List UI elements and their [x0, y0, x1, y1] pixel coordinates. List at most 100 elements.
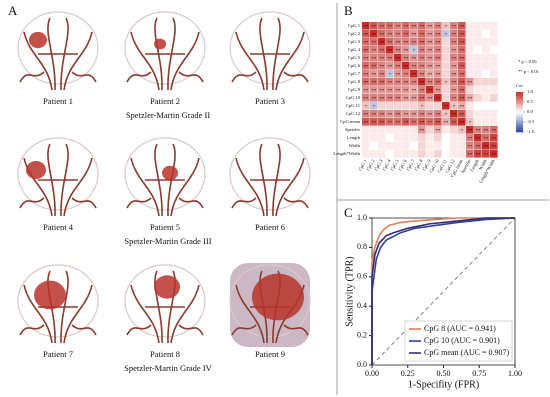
- heatmap-cell: [482, 102, 490, 110]
- heatmap-cell: [410, 86, 418, 94]
- significance-mark: **: [428, 72, 433, 77]
- heatmap-cell: [482, 54, 490, 62]
- heatmap-cell: [466, 46, 474, 54]
- heatmap-cell: [442, 86, 450, 94]
- heatmap-cell: [490, 142, 498, 150]
- significance-mark: **: [428, 120, 433, 125]
- significance-mark: **: [428, 48, 433, 53]
- heatmap-cell: [450, 142, 458, 150]
- heatmap-cell: [402, 54, 410, 62]
- heatmap-cell: [370, 118, 378, 126]
- vessel: [60, 270, 69, 344]
- heatmap-cell: [402, 86, 410, 94]
- significance-mark: **: [404, 96, 409, 101]
- significance-mark: **: [388, 40, 393, 45]
- vessel: [63, 157, 93, 217]
- heatmap-cell: [434, 38, 442, 46]
- significance-mark: **: [372, 40, 377, 45]
- vessel: [235, 157, 265, 217]
- heatmap-cell: [418, 150, 426, 158]
- heatmap-cell: [378, 62, 386, 70]
- vessel: [19, 197, 45, 209]
- significance-mark: **: [420, 40, 425, 45]
- heatmap-cell: [402, 30, 410, 38]
- significance-mark: **: [388, 32, 393, 37]
- significance-mark: **: [420, 128, 425, 133]
- heatmap-cell: [394, 30, 402, 38]
- significance-mark: **: [420, 56, 425, 61]
- row-label: CpG 12: [346, 111, 361, 116]
- heatmap-cell: [490, 86, 498, 94]
- heatmap-cell: [490, 54, 498, 62]
- significance-mark: **: [420, 96, 425, 101]
- significance-mark: **: [404, 48, 409, 53]
- heatmap-cell: [442, 22, 450, 30]
- skull-outline: [229, 11, 311, 85]
- skull-outline: [17, 11, 99, 85]
- heatmap-cell: [394, 110, 402, 118]
- vessel: [63, 284, 93, 344]
- heatmap-cell: [490, 150, 498, 158]
- heatmap-cell: [482, 134, 490, 142]
- significance-mark: **: [436, 72, 441, 77]
- heatmap-cell: [378, 38, 386, 46]
- heatmap-cell: [386, 62, 394, 70]
- significance-mark: **: [436, 120, 441, 125]
- heatmap-cell: [394, 134, 402, 142]
- y-tick-label: 1.0: [357, 213, 367, 222]
- significance-mark: **: [404, 40, 409, 45]
- heatmap-cell: [490, 134, 498, 142]
- heatmap-cell: [442, 38, 450, 46]
- heatmap-cell: [386, 110, 394, 118]
- significance-mark: **: [452, 64, 457, 69]
- heatmap-cell: [474, 78, 482, 86]
- heatmap-cell: [410, 30, 418, 38]
- significance-mark: **: [372, 120, 377, 125]
- colorbar-segment: [516, 94, 523, 97]
- significance-mark: **: [420, 80, 425, 85]
- heatmap-cell: [378, 134, 386, 142]
- heatmap-cell: [458, 22, 466, 30]
- colorbar-tick-label: 0.5: [527, 99, 533, 104]
- heatmap-cell: [418, 134, 426, 142]
- significance-mark: **: [460, 24, 465, 29]
- x-tick-label: 1.00: [508, 369, 522, 378]
- skull-outline: [124, 137, 206, 211]
- heatmap-cell: [442, 134, 450, 142]
- vessel: [23, 31, 53, 91]
- significance-mark: **: [396, 72, 401, 77]
- significance-mark: **: [388, 96, 393, 101]
- heatmap-cell: [410, 94, 418, 102]
- heatmap-cell: [378, 102, 386, 110]
- heatmap-cell: [394, 118, 402, 126]
- significance-mark: **: [468, 136, 473, 141]
- heatmap-cell: [418, 62, 426, 70]
- heatmap-cell: [458, 94, 466, 102]
- roc-curve: [371, 217, 515, 365]
- significance-mark: **: [404, 72, 409, 77]
- significance-mark: **: [460, 32, 465, 37]
- heatmap-cell: [450, 94, 458, 102]
- heatmap-cell: [434, 70, 442, 78]
- heatmap-cell: [466, 38, 474, 46]
- significance-mark: **: [396, 88, 401, 93]
- heatmap-cell: [418, 102, 426, 110]
- column-label: Length: [469, 158, 480, 172]
- column-label: CpG 4: [381, 158, 392, 172]
- x-tick-label: 0.75: [472, 369, 486, 378]
- colorbar-tick-label: 1.0: [527, 89, 533, 94]
- significance-mark: **: [468, 152, 473, 157]
- vessel: [283, 324, 309, 336]
- significance-mark: **: [436, 24, 441, 29]
- vessel: [60, 143, 69, 217]
- heatmap-cell: [442, 70, 450, 78]
- heatmap-cell: [370, 62, 378, 70]
- significance-mark: **: [364, 96, 369, 101]
- y-tick-label: 0.2: [357, 330, 367, 339]
- significance-mark: **: [364, 24, 369, 29]
- significance-mark: **: [412, 80, 417, 85]
- significance-mark: **: [460, 56, 465, 61]
- heatmap-cell: [442, 110, 450, 118]
- row-label: CpG 5: [348, 55, 361, 60]
- heatmap-cell: [370, 94, 378, 102]
